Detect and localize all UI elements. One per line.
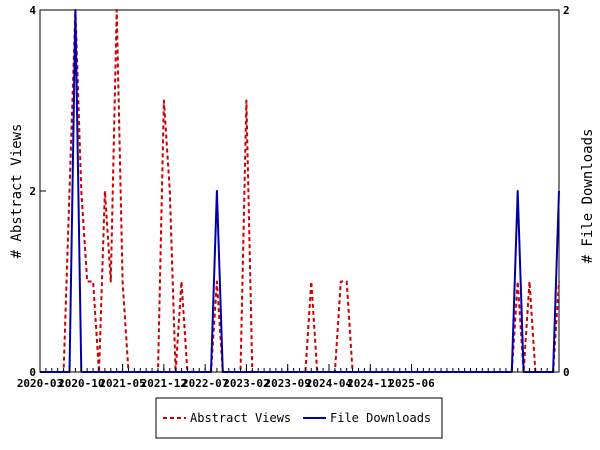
x-tick-label: 2021-12 — [141, 377, 187, 390]
legend-label-file-downloads: File Downloads — [330, 411, 431, 425]
y-right-tick-label: 0 — [563, 366, 570, 379]
plot-area — [39, 9, 560, 373]
labels-layer: 2020-032020-102021-052021-122022-072023-… — [17, 4, 570, 390]
y-left-tick-label: 2 — [29, 185, 36, 198]
x-tick-label: 2020-03 — [17, 377, 63, 390]
x-tick-label: 2025-06 — [388, 377, 435, 390]
y-left-tick-label: 0 — [29, 366, 36, 379]
x-tick-label: 2022-07 — [182, 377, 228, 390]
y-right-axis-title: # File Downloads — [580, 129, 596, 264]
legend: Abstract Views File Downloads — [155, 397, 443, 439]
ticks-layer — [39, 9, 560, 373]
x-tick-label: 2021-05 — [99, 377, 145, 390]
y-left-axis-title: # Abstract Views — [9, 124, 25, 259]
x-tick-label: 2023-09 — [265, 377, 311, 390]
x-tick-label: 2023-02 — [223, 377, 269, 390]
legend-label-abstract-views: Abstract Views — [190, 411, 291, 425]
x-tick-label: 2020-10 — [58, 377, 104, 390]
y-right-tick-label: 2 — [563, 4, 570, 17]
x-tick-label: 2024-11 — [347, 377, 394, 390]
y-left-tick-label: 4 — [29, 4, 36, 17]
x-tick-label: 2024-04 — [306, 377, 353, 390]
legend-box — [155, 397, 443, 439]
